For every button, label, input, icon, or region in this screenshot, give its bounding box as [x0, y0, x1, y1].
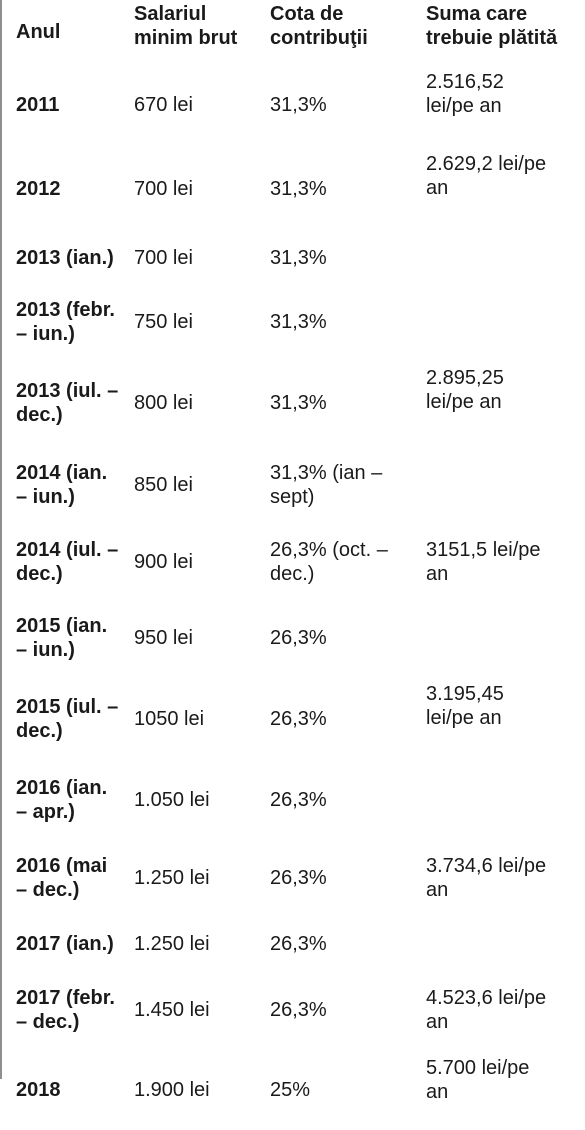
document-page: Anul Salariul minim brut Cota de contribuţ…: [0, 0, 558, 1103]
rate-cell: 26,3%: [270, 789, 327, 811]
year-cell: 2016 (mai – dec.): [16, 855, 108, 901]
amount-cell: 2.629,2 lei/pe an: [426, 153, 547, 199]
salary-cell: 950 lei: [134, 627, 193, 649]
table-row: 2014 (iul. – dec.) 900 lei 26,3% (oct. – d…: [16, 524, 576, 600]
salary-cell: 1.250 lei: [134, 867, 210, 889]
rate-cell: 26,3%: [270, 999, 327, 1021]
year-cell: 2013 (febr. – iun.): [16, 299, 115, 345]
amount-cell: [426, 762, 576, 838]
salary-cell: 1.450 lei: [134, 999, 210, 1021]
amount-cell: 5.700 lei/pe an: [426, 1057, 530, 1103]
amount-cell: 3.195,45 lei/pe an: [426, 683, 504, 729]
amount-cell: 3.734,6 lei/pe an: [426, 855, 547, 901]
year-cell: 2016 (ian. – apr.): [16, 777, 108, 823]
header-amount: Suma care trebuie plătită: [426, 3, 558, 49]
rate-cell: 31,3%: [270, 311, 327, 333]
table-row: 2015 (ian. – iun.) 950 lei 26,3%: [16, 600, 576, 676]
rate-cell: 31,3%: [270, 178, 327, 200]
table-body: 2011 670 lei 31,3% 2.516,52 lei/pe an 201…: [16, 64, 576, 1130]
table-row: 2017 (febr. – dec.) 1.450 lei 26,3% 4.523…: [16, 970, 576, 1050]
table-row: 2012 700 lei 31,3% 2.629,2 lei/pe an: [16, 146, 576, 232]
rate-cell: 31,3%: [270, 392, 327, 414]
year-cell: 2015 (iul. – dec.): [16, 696, 119, 742]
year-cell: 2013 (ian.): [16, 247, 114, 269]
table-row: 2013 (ian.) 700 lei 31,3%: [16, 232, 576, 284]
salary-cell: 1.900 lei: [134, 1079, 210, 1101]
table-row: 2015 (iul. – dec.) 1050 lei 26,3% 3.195,4…: [16, 676, 576, 762]
rate-cell: 26,3% (oct. – dec.): [270, 539, 388, 585]
salary-cell: 670 lei: [134, 94, 193, 116]
rate-cell: 26,3%: [270, 627, 327, 649]
table-header: Anul Salariul minim brut Cota de contribuţ…: [16, 0, 576, 64]
table-row: 2018 1.900 lei 25% 5.700 lei/pe an: [16, 1050, 576, 1130]
year-cell: 2015 (ian. – iun.): [16, 615, 108, 661]
salary-cell: 700 lei: [134, 247, 193, 269]
year-cell: 2011: [16, 94, 60, 116]
salary-cell: 750 lei: [134, 311, 193, 333]
table-row: 2014 (ian. – iun.) 850 lei 31,3% (ian – se…: [16, 446, 576, 524]
rate-cell: 31,3%: [270, 94, 327, 116]
salary-cell: 1050 lei: [134, 708, 205, 730]
rate-cell: 26,3%: [270, 867, 327, 889]
amount-cell: [426, 918, 576, 970]
amount-cell: 2.516,52 lei/pe an: [426, 71, 504, 117]
year-cell: 2018: [16, 1079, 61, 1101]
amount-cell: [426, 600, 576, 676]
salary-cell: 850 lei: [134, 474, 193, 496]
salary-cell: 700 lei: [134, 178, 193, 200]
header-rate: Cota de contribuţii: [270, 3, 368, 49]
minimum-wage-contributions-table: Anul Salariul minim brut Cota de contribuţ…: [16, 0, 576, 1130]
table-row: 2013 (iul. – dec.) 800 lei 31,3% 2.895,25…: [16, 360, 576, 446]
rate-cell: 31,3% (ian – sept): [270, 462, 383, 508]
year-cell: 2013 (iul. – dec.): [16, 380, 119, 426]
header-row: Anul Salariul minim brut Cota de contribuţ…: [16, 0, 576, 64]
salary-cell: 800 lei: [134, 392, 193, 414]
table-row: 2016 (mai – dec.) 1.250 lei 26,3% 3.734,6…: [16, 838, 576, 918]
left-edge-divider: [0, 0, 2, 1079]
table-row: 2016 (ian. – apr.) 1.050 lei 26,3%: [16, 762, 576, 838]
year-cell: 2014 (ian. – iun.): [16, 462, 108, 508]
salary-cell: 900 lei: [134, 551, 193, 573]
header-salary: Salariul minim brut: [134, 3, 238, 49]
rate-cell: 25%: [270, 1079, 311, 1101]
year-cell: 2017 (febr. – dec.): [16, 987, 115, 1033]
amount-cell: 3151,5 lei/pe an: [426, 539, 541, 585]
year-cell: 2014 (iul. – dec.): [16, 539, 119, 585]
header-year: Anul: [16, 21, 61, 43]
amount-cell: [426, 232, 576, 284]
amount-cell: 2.895,25 lei/pe an: [426, 367, 504, 413]
amount-cell: [426, 446, 576, 524]
salary-cell: 1.050 lei: [134, 789, 210, 811]
table-row: 2011 670 lei 31,3% 2.516,52 lei/pe an: [16, 64, 576, 146]
year-cell: 2012: [16, 178, 61, 200]
salary-cell: 1.250 lei: [134, 933, 210, 955]
amount-cell: [426, 284, 576, 360]
rate-cell: 26,3%: [270, 708, 327, 730]
table-row: 2013 (febr. – iun.) 750 lei 31,3%: [16, 284, 576, 360]
rate-cell: 26,3%: [270, 933, 327, 955]
year-cell: 2017 (ian.): [16, 933, 114, 955]
amount-cell: 4.523,6 lei/pe an: [426, 987, 547, 1033]
rate-cell: 31,3%: [270, 247, 327, 269]
table-row: 2017 (ian.) 1.250 lei 26,3%: [16, 918, 576, 970]
